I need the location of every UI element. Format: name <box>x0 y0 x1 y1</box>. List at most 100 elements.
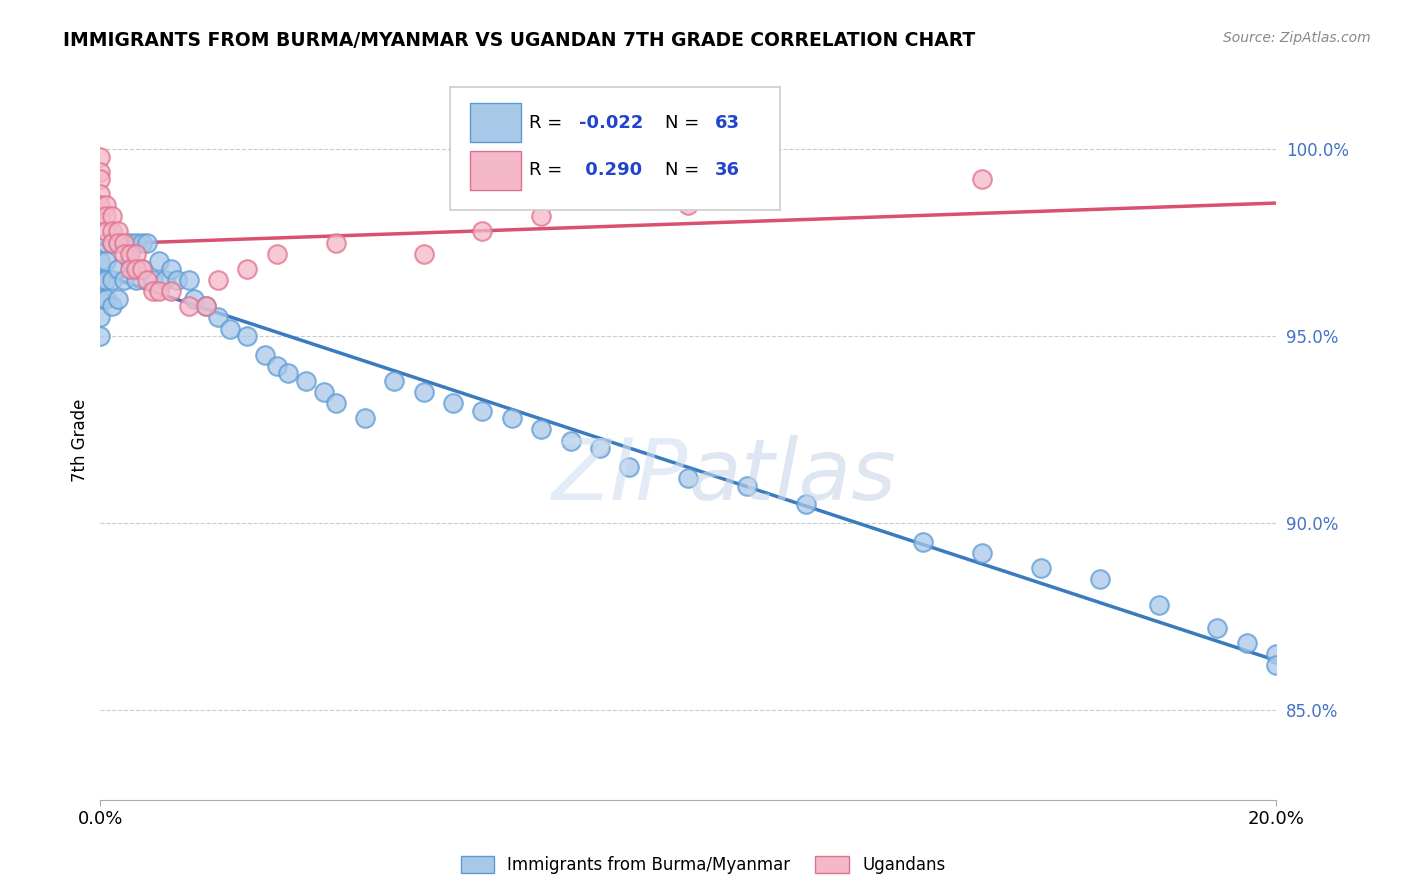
Text: N =: N = <box>665 161 704 179</box>
Point <box>96 235 118 250</box>
Point <box>160 284 183 298</box>
Point <box>101 235 124 250</box>
Text: 0.290: 0.290 <box>579 161 643 179</box>
Point <box>236 329 259 343</box>
Point <box>112 235 135 250</box>
Point <box>89 150 111 164</box>
Point <box>89 292 111 306</box>
FancyBboxPatch shape <box>470 151 522 189</box>
Point <box>89 329 111 343</box>
Point <box>136 273 159 287</box>
Text: atlas: atlas <box>688 435 896 518</box>
Point <box>589 441 612 455</box>
Point <box>136 235 159 250</box>
Point <box>107 292 129 306</box>
Point <box>89 210 111 224</box>
Point <box>794 497 817 511</box>
Point <box>471 404 494 418</box>
Point <box>148 254 170 268</box>
Point <box>1088 572 1111 586</box>
Point <box>131 261 153 276</box>
Point <box>89 172 111 186</box>
Point <box>112 235 135 250</box>
Point <box>112 247 135 261</box>
Point <box>236 261 259 276</box>
Point <box>124 247 146 261</box>
Point <box>560 434 582 448</box>
Point <box>96 198 118 212</box>
Point <box>118 247 141 261</box>
Point <box>96 254 118 268</box>
Point <box>218 321 240 335</box>
Text: N =: N = <box>665 114 704 132</box>
Point <box>735 478 758 492</box>
Point <box>295 374 318 388</box>
Point <box>195 299 218 313</box>
Point <box>118 261 141 276</box>
Point <box>177 273 200 287</box>
Point <box>101 210 124 224</box>
Point <box>277 367 299 381</box>
Point <box>96 273 118 287</box>
Point <box>124 261 146 276</box>
Point <box>148 284 170 298</box>
Point <box>160 261 183 276</box>
Text: ZIP: ZIP <box>553 435 688 518</box>
Point <box>89 254 111 268</box>
Point <box>153 273 176 287</box>
Point <box>124 235 146 250</box>
Point <box>118 235 141 250</box>
Point <box>131 261 153 276</box>
Point <box>107 261 129 276</box>
FancyBboxPatch shape <box>470 103 522 142</box>
Point <box>112 273 135 287</box>
Point <box>89 187 111 202</box>
Point <box>530 423 553 437</box>
Point <box>124 273 146 287</box>
Point <box>312 385 335 400</box>
Point <box>619 459 641 474</box>
Point <box>101 224 124 238</box>
Point <box>207 310 229 325</box>
Legend: Immigrants from Burma/Myanmar, Ugandans: Immigrants from Burma/Myanmar, Ugandans <box>456 851 950 880</box>
Text: -0.022: -0.022 <box>579 114 644 132</box>
Point <box>177 299 200 313</box>
Point <box>96 292 118 306</box>
Point <box>1236 635 1258 649</box>
Point <box>325 396 347 410</box>
Point <box>101 299 124 313</box>
Point <box>183 292 205 306</box>
Point <box>166 273 188 287</box>
FancyBboxPatch shape <box>450 87 780 210</box>
Point <box>89 164 111 178</box>
Point <box>96 224 118 238</box>
Point <box>1206 621 1229 635</box>
Point <box>325 235 347 250</box>
Point <box>1265 647 1288 661</box>
Point <box>118 254 141 268</box>
Text: R =: R = <box>530 114 568 132</box>
Point <box>972 172 994 186</box>
Point <box>195 299 218 313</box>
Text: IMMIGRANTS FROM BURMA/MYANMAR VS UGANDAN 7TH GRADE CORRELATION CHART: IMMIGRANTS FROM BURMA/MYANMAR VS UGANDAN… <box>63 31 976 50</box>
Point <box>107 235 129 250</box>
Point <box>101 273 124 287</box>
Point <box>972 546 994 560</box>
Point <box>142 284 165 298</box>
Text: Source: ZipAtlas.com: Source: ZipAtlas.com <box>1223 31 1371 45</box>
Point <box>207 273 229 287</box>
Point <box>142 273 165 287</box>
Point <box>89 198 111 212</box>
Point <box>412 247 434 261</box>
Text: 63: 63 <box>716 114 741 132</box>
Text: R =: R = <box>530 161 568 179</box>
Point <box>89 273 111 287</box>
Point <box>530 210 553 224</box>
Point <box>107 224 129 238</box>
Point <box>501 411 523 425</box>
Point <box>441 396 464 410</box>
Point <box>382 374 405 388</box>
Point <box>354 411 377 425</box>
Point <box>253 348 276 362</box>
Point <box>1029 561 1052 575</box>
